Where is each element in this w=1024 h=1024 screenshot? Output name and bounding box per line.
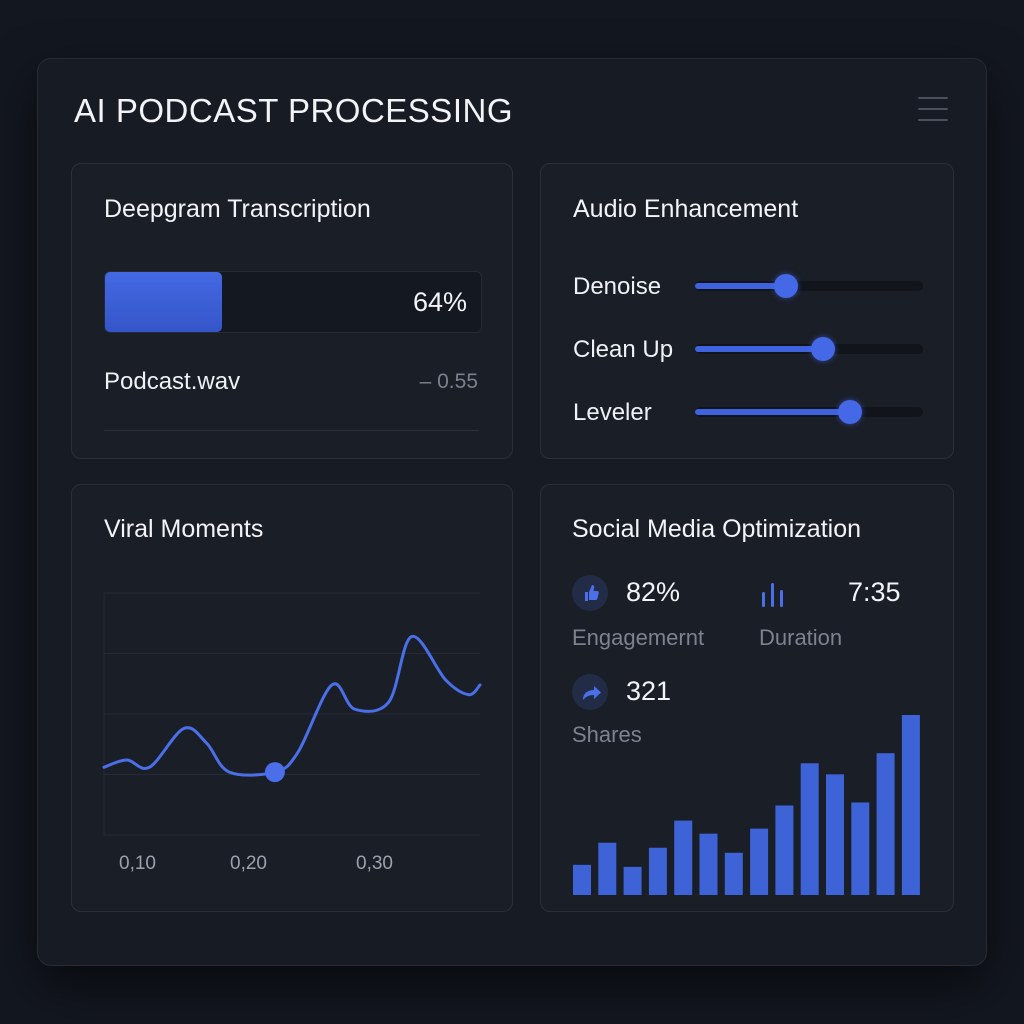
viral-moments-card: Viral Moments 0,10 0,20 0,30	[71, 484, 513, 912]
slider-thumb[interactable]	[838, 400, 863, 424]
thumbs-up-icon	[572, 575, 608, 611]
audio-enhancement-card: Audio Enhancement Denoise Clean Up Level…	[540, 163, 954, 459]
duration-label: Duration	[759, 625, 843, 650]
bar	[674, 820, 693, 895]
social-media-card: Social Media Optimization 82% Engagemern…	[540, 484, 954, 912]
slider-label-denoise: Denoise	[573, 273, 662, 300]
duration-value: 7:35	[848, 577, 901, 607]
social-bar-chart	[573, 715, 920, 895]
shares-label: Shares	[572, 722, 642, 747]
bar	[826, 774, 844, 895]
x-tick-label: 0,10	[119, 853, 156, 874]
bar	[800, 763, 819, 895]
slider-fill	[695, 409, 851, 415]
slider-track	[695, 281, 923, 291]
bar	[573, 864, 591, 895]
bar	[901, 715, 920, 895]
slider-fill	[695, 283, 787, 289]
denoise-slider[interactable]	[695, 274, 923, 298]
progress-fill	[105, 272, 222, 332]
x-tick-label: 0,30	[356, 853, 393, 874]
divider	[104, 430, 479, 431]
slider-thumb[interactable]	[774, 274, 799, 298]
share-arrow-icon	[572, 674, 608, 710]
audio-enhancement-title: Audio Enhancement	[573, 195, 799, 223]
clean-up-slider[interactable]	[695, 337, 923, 361]
transcription-card: Deepgram Transcription 64% Podcast.wav –…	[71, 163, 513, 459]
bar	[724, 852, 743, 895]
slider-label-leveler: Leveler	[573, 399, 652, 426]
bar	[775, 805, 794, 895]
transcription-title: Deepgram Transcription	[104, 195, 371, 223]
app-title: AI PODCAST PROCESSING	[74, 92, 513, 129]
engagement-label: Engagemernt	[572, 625, 705, 650]
shares-value: 321	[626, 676, 672, 706]
bar	[598, 842, 617, 895]
highlight-point	[264, 762, 285, 783]
progress-percentage: 64%	[412, 287, 467, 317]
slider-fill	[695, 346, 823, 352]
file-value: – 0.55	[419, 370, 478, 393]
bar	[876, 753, 895, 895]
engagement-value: 82%	[626, 577, 681, 607]
main-panel: AI PODCAST PROCESSING Deepgram Transcrip…	[37, 58, 987, 966]
leveler-slider[interactable]	[695, 400, 923, 424]
bar	[750, 828, 769, 895]
bar	[623, 866, 642, 895]
audio-bars-icon	[759, 578, 791, 610]
social-media-title: Social Media Optimization	[572, 515, 862, 543]
series-line	[102, 635, 482, 777]
hamburger-menu-icon[interactable]	[918, 97, 948, 123]
bar	[648, 847, 667, 895]
viral-moments-title: Viral Moments	[104, 515, 264, 543]
slider-label-clean-up: Clean Up	[573, 336, 674, 363]
transcription-progress-bar: 64%	[104, 271, 482, 333]
x-tick-label: 0,20	[230, 853, 267, 874]
bar	[851, 802, 870, 895]
viral-moments-chart	[102, 592, 482, 836]
file-name: Podcast.wav	[104, 368, 241, 395]
bar	[699, 833, 718, 895]
slider-thumb[interactable]	[810, 337, 835, 361]
